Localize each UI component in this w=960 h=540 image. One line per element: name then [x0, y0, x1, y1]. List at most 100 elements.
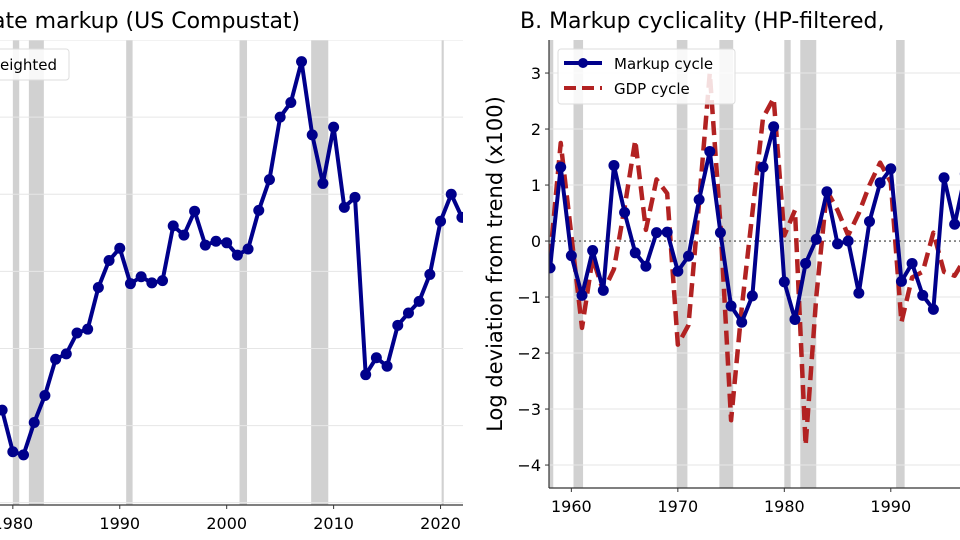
panel-b-title: B. Markup cyclicality (HP-filtered, [520, 9, 884, 34]
markup-point [306, 129, 318, 141]
markup-cycle-point [757, 161, 769, 173]
panel-a-aggregate-markup: 1980 1990 2000 2010 2020 ate markup (US Comp… [0, 9, 463, 533]
markup-point [424, 268, 436, 280]
legend: eighted [0, 48, 70, 81]
markup-point [7, 446, 19, 458]
y-tick-label: −2 [517, 344, 541, 363]
markup-point [71, 327, 83, 339]
gridlines [0, 40, 463, 504]
markup-cycle-point [661, 226, 673, 238]
markup-point [92, 282, 104, 294]
y-tick-label: 3 [531, 64, 541, 83]
markup-point [167, 220, 179, 232]
markup-point [199, 239, 211, 251]
markup-point [103, 255, 115, 267]
legend-box [0, 48, 70, 81]
markup-cycle-point [651, 227, 663, 239]
markup-cycle-point [608, 159, 620, 171]
markup-series [0, 56, 463, 461]
markup-point [0, 404, 8, 416]
markup-cycle-line [549, 124, 960, 325]
x-tick-label: 2020 [420, 514, 461, 533]
x-tick-label: 1970 [657, 497, 698, 516]
markup-point [435, 215, 447, 227]
recession-band [126, 40, 133, 505]
markup-cycle-point [672, 265, 684, 277]
y-tick-label: −3 [517, 400, 541, 419]
legend-markup-marker [578, 58, 588, 68]
markup-cycle-point [619, 206, 631, 218]
markup-cycle-point [693, 194, 705, 206]
markup-point [146, 277, 158, 289]
legend-entry: eighted [0, 56, 57, 74]
markup-point [242, 243, 254, 255]
x-tick-label: 1980 [0, 514, 33, 533]
markup-cycle-point [949, 218, 960, 230]
markup-cycle-point [704, 145, 716, 157]
markup-point [60, 348, 72, 360]
gdp-cycle-line [549, 70, 960, 448]
markup-point [210, 235, 222, 247]
markup-cycle-point [789, 313, 801, 325]
recession-band [239, 40, 248, 505]
markup-point [381, 360, 393, 372]
markup-cycle-point [587, 245, 599, 257]
markup-point [231, 249, 243, 261]
markup-cycle-point [778, 276, 790, 288]
markup-cycle-point [555, 161, 567, 173]
markup-cycle-point [565, 250, 577, 262]
x-tick-label: 2010 [313, 514, 354, 533]
panel-a-title: ate markup (US Compustat) [0, 9, 300, 34]
markup-cycle-point [576, 289, 588, 301]
markup-cycle-point [768, 121, 780, 133]
x-tick-label: 1960 [551, 497, 592, 516]
legend-gdp-label: GDP cycle [614, 80, 690, 98]
x-tick-labels: 1980 1990 2000 2010 2020 [0, 505, 461, 533]
y-tick-label: −4 [517, 456, 541, 475]
markup-point [157, 275, 169, 287]
markup-line [0, 59, 463, 457]
markup-point [360, 369, 372, 381]
markup-point [189, 205, 201, 217]
markup-point [402, 307, 414, 319]
y-tick-label: 2 [531, 120, 541, 139]
recession-band [311, 40, 329, 505]
markup-cycle-point [874, 177, 886, 189]
recession-band [784, 40, 791, 488]
markup-cycle-point [895, 275, 907, 287]
markup-cycle-point [682, 250, 694, 262]
markup-point [328, 121, 340, 133]
markup-point [445, 188, 457, 200]
markup-point [317, 177, 329, 189]
markup-point [349, 191, 361, 203]
markup-point [82, 323, 94, 335]
markup-point [178, 229, 190, 241]
markup-point [413, 295, 425, 307]
markup-point [456, 211, 463, 223]
recession-band [573, 40, 584, 488]
y-tick-label: 0 [531, 232, 541, 251]
recession-band [28, 40, 44, 505]
markup-point [124, 278, 136, 290]
x-tick-label: 1990 [99, 514, 140, 533]
y-tick-label: 1 [531, 176, 541, 195]
markup-point [263, 174, 275, 186]
markup-cycle-point [810, 233, 822, 245]
x-tick-label: 1990 [870, 497, 911, 516]
markup-point [370, 352, 382, 364]
markup-point [221, 237, 233, 249]
markup-point [285, 96, 297, 108]
markup-cycle-point [629, 247, 641, 259]
y-tick-label: −1 [517, 288, 541, 307]
recession-band [441, 40, 444, 505]
markup-point [28, 416, 40, 428]
legend: Markup cycle GDP cycle [557, 48, 736, 105]
markup-point [114, 242, 126, 254]
x-tick-label: 2000 [206, 514, 247, 533]
markup-cycle-point [800, 257, 812, 269]
markup-point [253, 204, 265, 216]
markup-point [296, 56, 308, 68]
x-tick-label: 1980 [764, 497, 805, 516]
markup-cycle-point [832, 238, 844, 250]
markup-cycle-point [863, 215, 875, 227]
